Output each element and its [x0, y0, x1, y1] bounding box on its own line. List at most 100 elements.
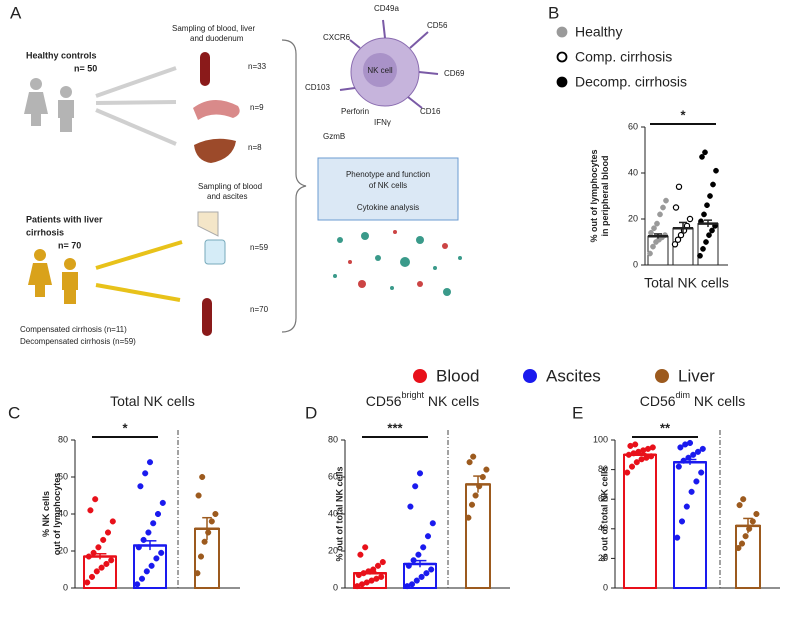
patient-icons: [28, 249, 78, 304]
data-point: [700, 246, 706, 252]
legend-label: Blood: [436, 366, 479, 385]
data-point: [660, 204, 666, 211]
marker-label: IFNγ: [374, 118, 391, 127]
data-point: [145, 529, 152, 536]
data-point: [154, 510, 162, 518]
data-point: [677, 444, 684, 451]
data-point: [362, 544, 369, 551]
data-point: [470, 453, 477, 460]
sampling-text: and ascites: [207, 192, 247, 201]
y-tick-label: 0: [603, 582, 608, 592]
chart-title: CD56bright NK cells: [366, 390, 480, 408]
legend-label: Ascites: [546, 366, 601, 385]
cell-label: NK cell: [367, 66, 393, 75]
data-point: [88, 573, 96, 580]
legend-marker: [523, 369, 537, 383]
data-point: [137, 483, 144, 490]
data-point: [472, 492, 479, 499]
legend-marker: [413, 369, 427, 383]
sampling-text: and duodenum: [190, 34, 244, 43]
marker-label: CXCR6: [323, 33, 351, 42]
y-tick-label: 60: [58, 471, 68, 481]
data-point: [699, 154, 705, 160]
legend-label: Comp. cirrhosis: [575, 49, 672, 65]
receptors: [339, 19, 439, 109]
panel-label: E: [572, 403, 583, 422]
data-point: [683, 503, 690, 510]
tube: [202, 298, 212, 336]
data-point: [694, 448, 702, 455]
data-point: [483, 466, 490, 473]
data-point: [710, 181, 716, 188]
grey-arrows: [95, 66, 177, 146]
data-point: [698, 469, 705, 476]
data-point: [686, 439, 694, 447]
data-point: [143, 568, 150, 575]
chart-title: CD56dim NK cells: [640, 390, 746, 408]
marker-label: CD56: [427, 21, 448, 30]
data-point: [90, 549, 97, 556]
data-point: [633, 459, 640, 466]
group-title: cirrhosis: [26, 227, 64, 237]
data-point: [753, 510, 760, 518]
data-point: [699, 445, 706, 452]
bag: [204, 239, 226, 265]
data-point: [146, 459, 154, 466]
bracket: [281, 39, 307, 333]
title-text: NK cells: [690, 393, 745, 409]
data-point: [413, 577, 420, 584]
data-point: [701, 211, 707, 218]
y-axis-label: % out of total NK cells: [334, 466, 344, 561]
healthy-icons: [24, 78, 74, 132]
data-point: [424, 533, 432, 540]
data-point: [703, 239, 709, 245]
liver-icon: [194, 138, 236, 163]
data-point: [108, 557, 115, 564]
y-axis-label: out of lymphocytes: [52, 473, 62, 556]
data-point: [412, 483, 419, 490]
y-tick-label: 40: [628, 167, 638, 177]
y-axis-label: % out of total NK cells: [599, 466, 609, 561]
data-point: [92, 496, 99, 503]
significance-label: **: [660, 420, 671, 435]
legend-marker: [556, 76, 568, 88]
data-point: [686, 215, 694, 223]
data-point: [628, 463, 636, 470]
data-point: [678, 518, 686, 525]
bar: [465, 483, 491, 589]
marker-label: Perforin: [341, 107, 369, 116]
data-point: [649, 444, 656, 451]
data-point: [158, 549, 165, 556]
data-point: [713, 167, 719, 174]
ascites-icon: [197, 211, 219, 237]
data-point: [140, 536, 147, 543]
data-point: [675, 183, 683, 190]
data-point: [408, 581, 416, 588]
data-point: [415, 551, 422, 558]
panel-label: D: [305, 403, 317, 422]
data-point: [740, 496, 747, 503]
data-point: [706, 232, 712, 238]
data-point: [672, 204, 680, 211]
panel-label: C: [8, 403, 20, 422]
box-text: of NK cells: [369, 181, 407, 190]
data-point: [95, 544, 102, 551]
bar: [673, 461, 707, 590]
data-point: [704, 202, 710, 209]
data-point: [93, 568, 100, 575]
data-point: [738, 540, 746, 547]
data-point: [150, 520, 157, 527]
data-point: [416, 470, 424, 477]
data-point: [208, 518, 215, 525]
box-text: Phenotype and function: [346, 170, 430, 179]
data-point: [479, 473, 486, 481]
data-point: [707, 193, 713, 199]
data-point: [374, 562, 382, 569]
title-sup: dim: [676, 390, 691, 400]
data-point: [468, 501, 476, 508]
data-point: [663, 197, 669, 204]
y-tick-label: 80: [328, 434, 338, 444]
yellow-arrows: [95, 240, 183, 302]
data-point: [654, 220, 660, 227]
